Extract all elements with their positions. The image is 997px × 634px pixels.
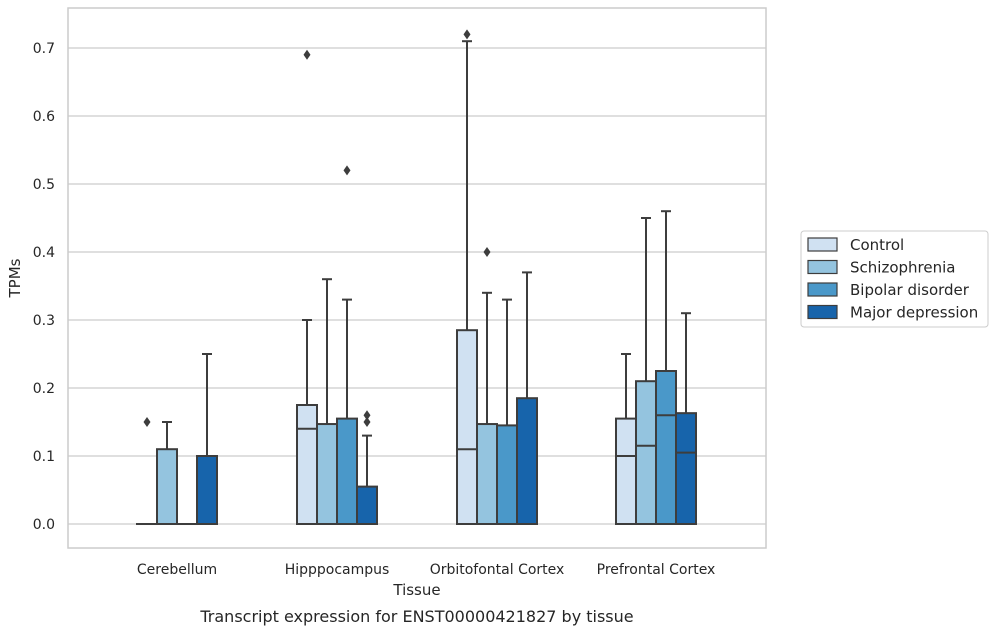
outlier-marker (463, 29, 471, 40)
box (516, 397, 538, 526)
box (196, 455, 218, 525)
box (336, 417, 358, 526)
outlier-marker (303, 49, 311, 60)
box (615, 417, 637, 526)
box-schizophrenia (156, 421, 178, 526)
legend-label: Major depression (850, 304, 978, 322)
box (655, 370, 677, 525)
x-tick-label: Cerebellum (137, 562, 217, 578)
box-groups (136, 29, 697, 526)
box (156, 448, 178, 526)
legend-swatch (807, 282, 838, 297)
chart-caption: Transcript expression for ENST0000042182… (199, 607, 633, 626)
box-major-depression (196, 353, 218, 525)
legend-label: Bipolar disorder (850, 281, 970, 299)
box-major-depression (356, 410, 378, 526)
x-tick-label: Hipppocampus (285, 562, 390, 578)
y-tick-label: 0.2 (33, 381, 55, 397)
legend-swatch (807, 237, 838, 252)
box (316, 423, 338, 526)
box (476, 423, 498, 526)
box-bipolar-disorder (336, 165, 358, 526)
outlier-marker (343, 165, 351, 176)
x-axis-label: Tissue (392, 581, 440, 599)
y-tick-label: 0.7 (33, 41, 55, 57)
box (496, 424, 518, 525)
box (675, 412, 697, 525)
outlier-marker (143, 417, 151, 427)
legend-frame (800, 230, 989, 328)
box-control (456, 29, 478, 526)
x-tick-label: Orbitofontal Cortex (430, 562, 565, 578)
legend-label: Control (850, 236, 904, 254)
box-major-depression (675, 312, 697, 525)
x-tick-labels: Cerebellum Hipppocampus Orbitofontal Corte… (137, 562, 715, 578)
box-bipolar-disorder (496, 298, 518, 525)
box (356, 485, 378, 526)
y-tick-label: 0.5 (33, 177, 55, 193)
legend-swatch (807, 304, 838, 320)
y-tick-label: 0.1 (33, 449, 55, 465)
y-tick-labels: 0.0 0.1 0.2 0.3 0.4 0.5 0.6 0.7 (33, 41, 55, 533)
outlier-marker (363, 410, 371, 421)
box (456, 329, 478, 526)
box-control (296, 49, 318, 525)
y-tick-label: 0.4 (33, 245, 55, 261)
y-tick-label: 0.0 (33, 517, 55, 533)
outlier-marker (483, 247, 491, 257)
legend-swatch (807, 259, 838, 275)
x-tick-label: Prefrontal Cortex (597, 562, 716, 578)
box-major-depression (516, 271, 538, 526)
y-tick-label: 0.3 (33, 313, 55, 329)
legend-label: Schizophrenia (850, 259, 955, 277)
box (296, 404, 318, 525)
box (635, 380, 657, 526)
legend: Control Schizophrenia Bipolar disorder Majo… (800, 230, 989, 328)
y-tick-label: 0.6 (33, 109, 55, 125)
y-axis-label: TPMs (6, 258, 24, 298)
outlier-marker (363, 417, 371, 427)
